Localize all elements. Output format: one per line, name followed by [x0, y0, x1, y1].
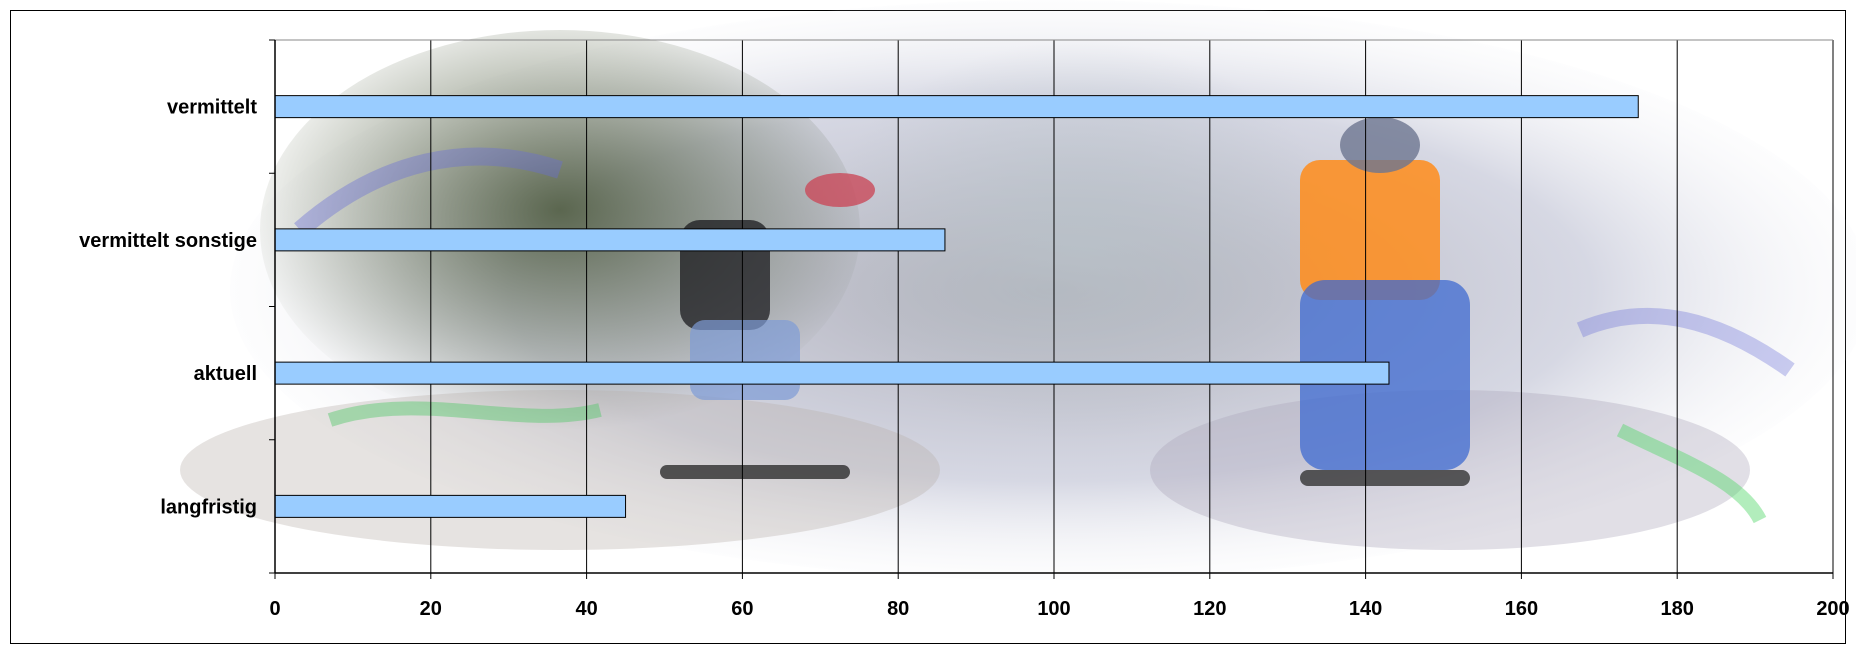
- x-tick-label: 200: [1816, 598, 1849, 620]
- x-tick-label: 180: [1661, 598, 1694, 620]
- x-tick-label: 40: [575, 598, 597, 620]
- x-tick-label: 60: [731, 598, 753, 620]
- bar-vermittelt: [274, 95, 1639, 119]
- category-label: vermittelt sonstige: [79, 230, 257, 252]
- x-tick-label: 100: [1037, 598, 1070, 620]
- axes: [269, 39, 1834, 579]
- background-photo: [180, 0, 1856, 580]
- category-label: langfristig: [160, 496, 257, 518]
- bars: [274, 95, 1639, 518]
- x-tick-label: 160: [1505, 598, 1538, 620]
- x-tick-label: 120: [1193, 598, 1226, 620]
- x-tick-label: 140: [1349, 598, 1382, 620]
- bar-langfristig: [274, 494, 627, 518]
- bar-aktuell: [274, 361, 1390, 385]
- category-label: aktuell: [194, 363, 257, 385]
- x-tick-label: 0: [269, 598, 280, 620]
- x-tick-label: 20: [420, 598, 442, 620]
- x-tick-label: 80: [887, 598, 909, 620]
- x-tick-labels: 0 20 40 60 80 100 120 140 160 180 200: [269, 598, 1849, 620]
- bar-vermittelt-sonstige: [274, 228, 946, 252]
- category-label: vermittelt: [167, 97, 257, 119]
- gridlines: [430, 40, 1834, 573]
- category-labels: vermittelt vermittelt sonstige aktuell lang…: [79, 97, 257, 519]
